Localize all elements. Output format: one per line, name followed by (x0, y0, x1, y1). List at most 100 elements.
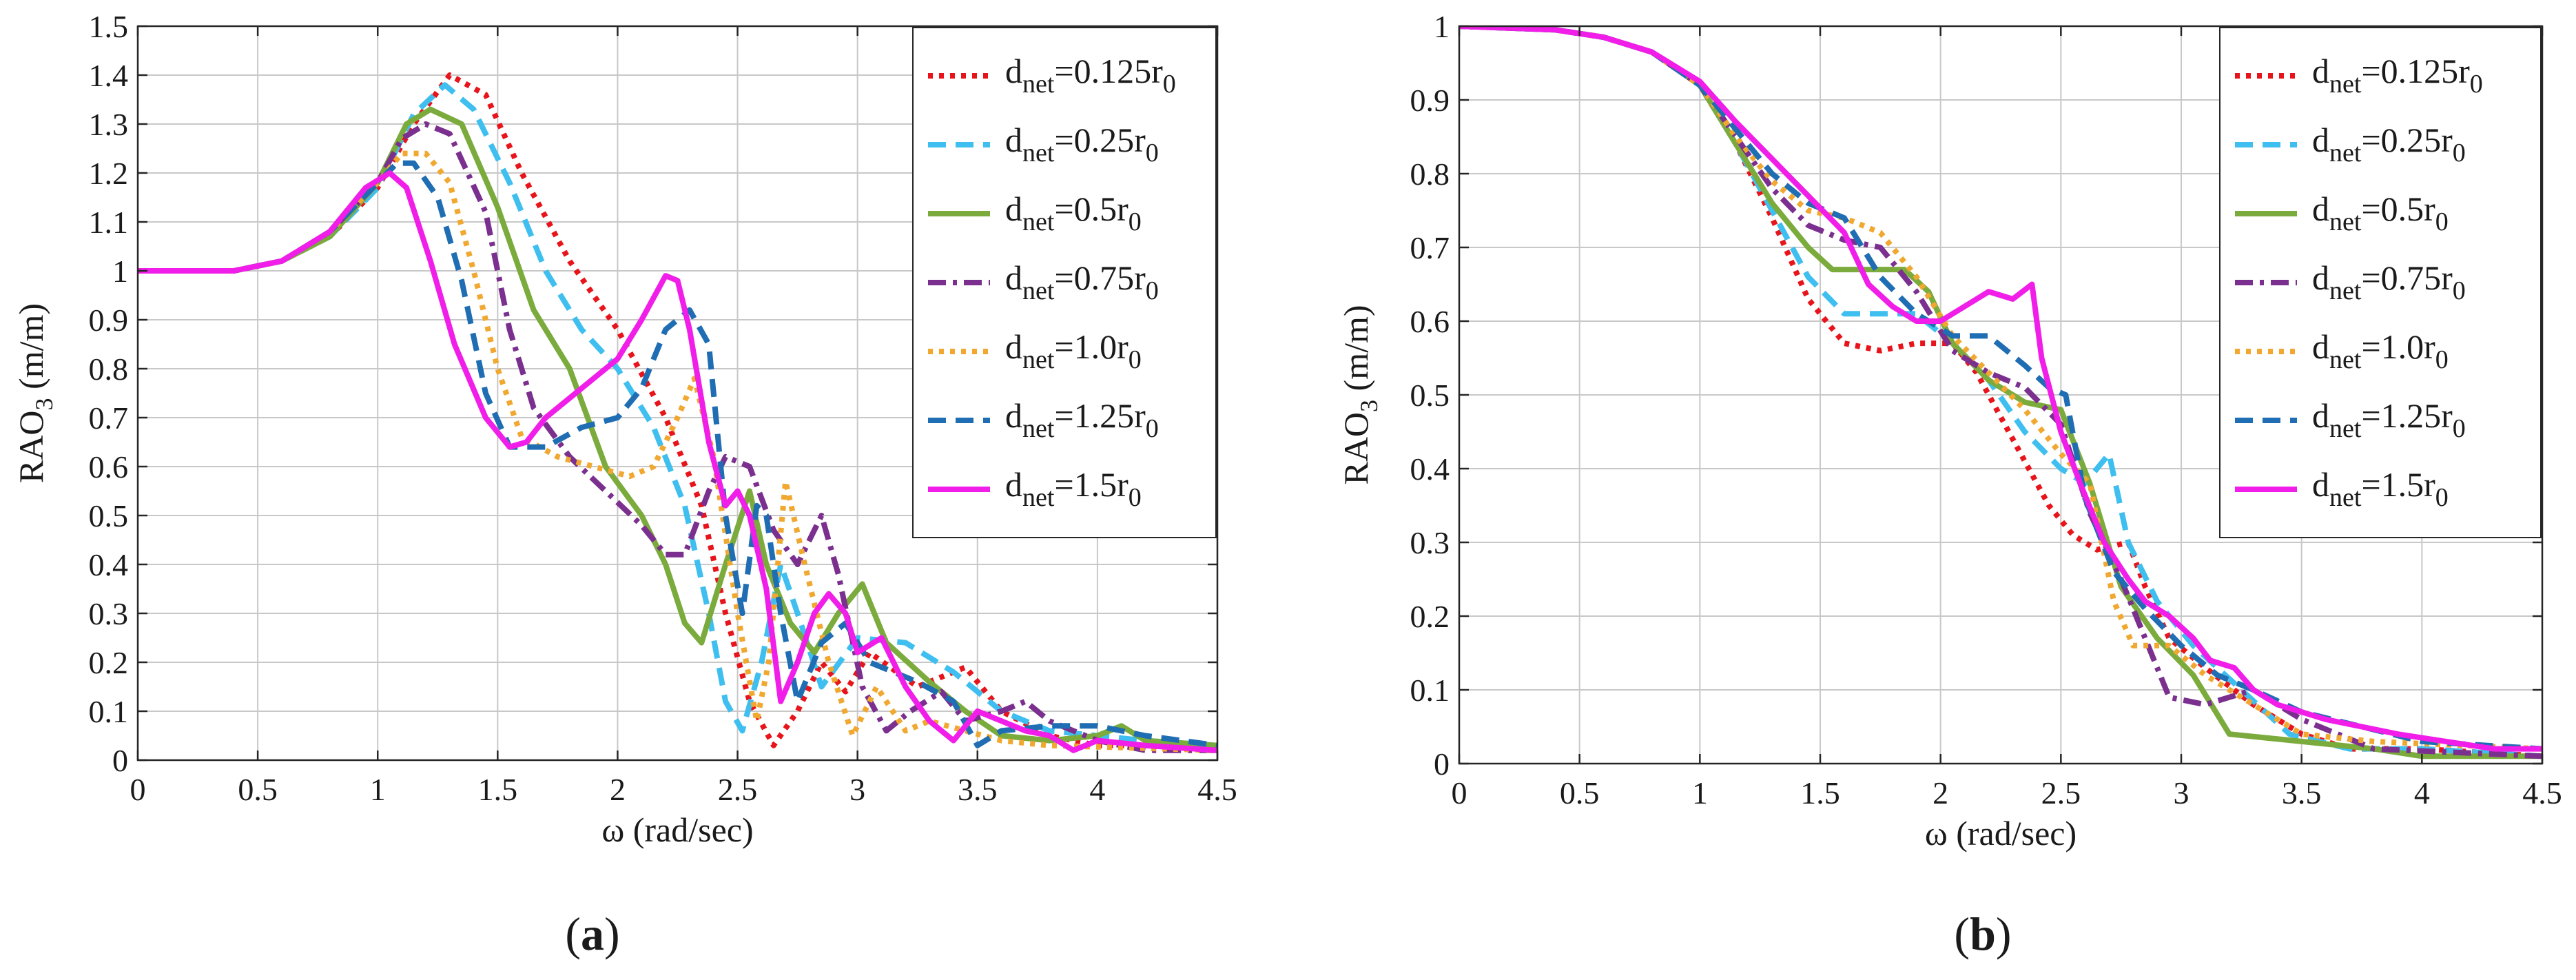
y-tick-label: 0.3 (89, 596, 129, 631)
y-tick-label: 0.4 (1410, 451, 1450, 487)
y-tick-label: 0.7 (89, 400, 129, 436)
legend-label-sub2: 0 (2435, 483, 2449, 512)
legend-label-sub: net (2329, 483, 2362, 512)
series-line-1.5 (138, 170, 1217, 753)
y-tick-label: 0.9 (1410, 83, 1450, 118)
legend-label-sub: net (1022, 276, 1055, 305)
y-axis-label-sub: 3 (1355, 400, 1383, 412)
x-tick-label: 3 (849, 772, 865, 807)
y-tick-label: 0 (112, 743, 128, 778)
legend-label-sub: net (1022, 207, 1055, 236)
legend-label-sub2: 0 (1146, 139, 1159, 167)
y-tick-label: 0.4 (89, 547, 129, 582)
y-tick-label: 0.8 (1410, 156, 1450, 192)
legend-label-pre: d (2312, 52, 2329, 90)
y-tick-label: 0.5 (89, 498, 129, 533)
x-tick-label: 1 (1692, 775, 1708, 810)
y-axis-label-units: (m/m) (12, 303, 50, 398)
legend-label-pre: d (1005, 465, 1022, 504)
legend-label-sub2: 0 (1146, 276, 1159, 305)
y-axis-label-sub: 3 (30, 398, 58, 410)
legend-label-pre: d (1005, 327, 1022, 366)
legend-label-0.75: dnet=0.75r0 (2312, 258, 2466, 305)
legend-label-mid: =0.75r (2361, 258, 2453, 297)
x-tick-label: 3 (2174, 775, 2189, 810)
x-axis-label: ω (rad/sec) (1925, 814, 2077, 853)
legend-label-sub: net (2329, 414, 2362, 443)
legend-label-mid: =1.25r (2361, 396, 2453, 435)
x-tick-label: 2.5 (718, 772, 758, 807)
legend: dnet=0.125r0dnet=0.25r0dnet=0.5r0dnet=0.… (2219, 27, 2542, 538)
legend-label-0.125: dnet=0.125r0 (2312, 52, 2483, 99)
legend-label-mid: =0.5r (1054, 190, 1129, 228)
series-line-1.25 (138, 160, 1217, 748)
legend-label-mid: =0.125r (1054, 52, 1163, 90)
y-tick-label: 0.1 (89, 694, 129, 729)
y-axis-label-base: RAO (1337, 412, 1375, 485)
y-tick-label: 0.9 (89, 303, 129, 338)
y-tick-label: 1.3 (89, 107, 129, 142)
legend-label-mid: =0.25r (2361, 121, 2453, 159)
legend-label-mid: =1.5r (2361, 465, 2435, 504)
y-tick-label: 0.6 (89, 449, 129, 484)
legend-label-pre: d (1005, 121, 1022, 159)
x-tick-label: 3.5 (2282, 775, 2322, 810)
series-group (138, 72, 1217, 753)
x-tick-label: 0.5 (1560, 775, 1600, 810)
series-group (1459, 26, 2542, 759)
x-tick-label: 4 (2414, 775, 2430, 810)
y-tick-label: 0.7 (1410, 230, 1450, 265)
legend-label-0.5: dnet=0.5r0 (1005, 190, 1142, 236)
legend-label-pre: d (2312, 190, 2329, 228)
y-tick-label: 0.5 (1410, 378, 1450, 413)
x-tick-label: 3.5 (958, 772, 998, 807)
legend-label-sub: net (1022, 345, 1055, 374)
caption-a-letter: a (581, 908, 604, 960)
legend-label-pre: d (1005, 190, 1022, 228)
series-line-0.5 (138, 106, 1217, 748)
legend-box (912, 27, 1217, 538)
y-tick-label: 1.2 (89, 156, 129, 191)
legend-label-0.125: dnet=0.125r0 (1005, 52, 1176, 99)
caption-b: (b) (1954, 908, 2011, 960)
x-tick-label: 2 (610, 772, 626, 807)
legend-label-sub: net (2329, 70, 2362, 99)
x-tick-label: 2.5 (2041, 775, 2081, 810)
legend-label-sub: net (2329, 276, 2362, 305)
legend-label-1.25: dnet=1.25r0 (1005, 396, 1159, 443)
y-tick-label: 1.1 (89, 205, 129, 240)
legend-label-sub2: 0 (2453, 276, 2466, 305)
legend-label-mid: =1.25r (1054, 396, 1146, 435)
legend-label-1.5: dnet=1.5r0 (1005, 465, 1142, 512)
series-line-0.25 (138, 82, 1217, 748)
legend-label-sub: net (1022, 483, 1055, 512)
caption-a: (a) (565, 908, 619, 960)
legend-label-pre: d (1005, 396, 1022, 435)
series-line-1.5 (1459, 26, 2542, 752)
legend-label-mid: =0.125r (2361, 52, 2470, 90)
x-tick-label: 1 (370, 772, 386, 807)
x-tick-label: 0 (130, 772, 146, 807)
legend-label-sub2: 0 (1146, 414, 1159, 443)
y-axis-label-base: RAO (12, 410, 50, 483)
legend-label-sub: net (2329, 207, 2362, 236)
legend-label-sub: net (1022, 414, 1055, 443)
legend-label-mid: =1.0r (1054, 327, 1129, 366)
legend: dnet=0.125r0dnet=0.25r0dnet=0.5r0dnet=0.… (912, 27, 1217, 538)
legend-label-1.0: dnet=1.0r0 (2312, 327, 2449, 374)
legend-label-pre: d (2312, 327, 2329, 366)
legend-label-sub2: 0 (1129, 483, 1142, 512)
legend-label-pre: d (2312, 258, 2329, 297)
x-tick-label: 1.5 (478, 772, 518, 807)
legend-label-sub: net (1022, 139, 1055, 167)
y-tick-label: 0.6 (1410, 304, 1450, 339)
panel-a-chart: 0 0.5 1 1.5 2 2.5 3 3.5 4 4.5 0 0.1 0.2 0.3 0.4 0.5 0.6 0… (12, 9, 1237, 849)
series-line-1.25 (1459, 26, 2542, 752)
series-line-0.75 (1459, 26, 2542, 759)
y-tick-label: 1.5 (89, 9, 129, 44)
legend-label-mid: =1.5r (1054, 465, 1129, 504)
y-tick-label: 0.2 (89, 645, 129, 680)
legend-label-0.5: dnet=0.5r0 (2312, 190, 2449, 236)
y-tick-label: 1 (112, 254, 128, 289)
